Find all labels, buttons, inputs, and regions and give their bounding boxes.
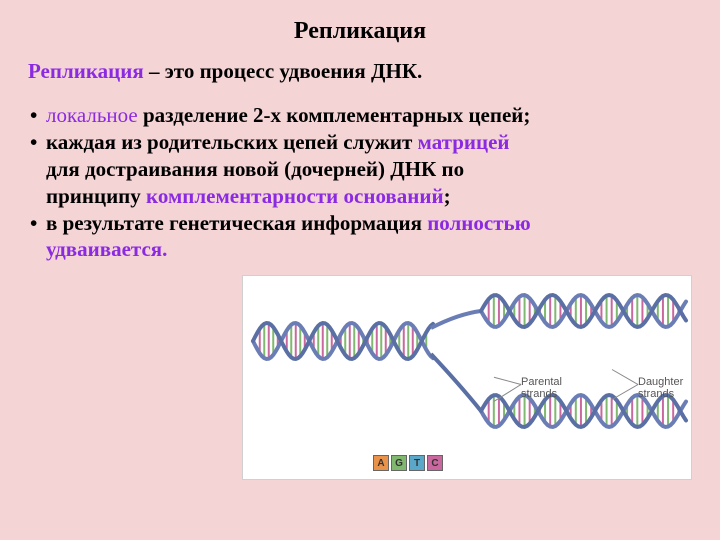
bullet-item: принципу комплементарности оснований; <box>28 183 692 210</box>
legend-box-T: T <box>409 455 425 471</box>
dna-diagram: Parentalstrands Daughterstrands AGTC <box>242 275 692 480</box>
bullet-item: для достраивания новой (дочерней) ДНК по <box>28 156 692 183</box>
legend-box-A: A <box>373 455 389 471</box>
bullet-item: удваивается. <box>28 236 692 263</box>
bullet-item: локальное разделение 2-х комплементарных… <box>28 102 692 129</box>
slide: Репликация Репликация – это процесс удво… <box>0 0 720 540</box>
legend-box-C: C <box>427 455 443 471</box>
dna-helix-svg <box>243 276 693 481</box>
slide-title: Репликация <box>28 18 692 45</box>
parental-label: Parentalstrands <box>521 376 562 400</box>
base-legend: AGTC <box>373 455 443 471</box>
bullet-list: локальное разделение 2-х комплементарных… <box>28 102 692 263</box>
bullet-item: в результате генетическая информация пол… <box>28 210 692 237</box>
legend-box-G: G <box>391 455 407 471</box>
bullet-item: каждая из родительских цепей служит матр… <box>28 129 692 156</box>
daughter-label: Daughterstrands <box>638 376 683 400</box>
slide-subtitle: Репликация – это процесс удвоения ДНК. <box>28 59 692 84</box>
